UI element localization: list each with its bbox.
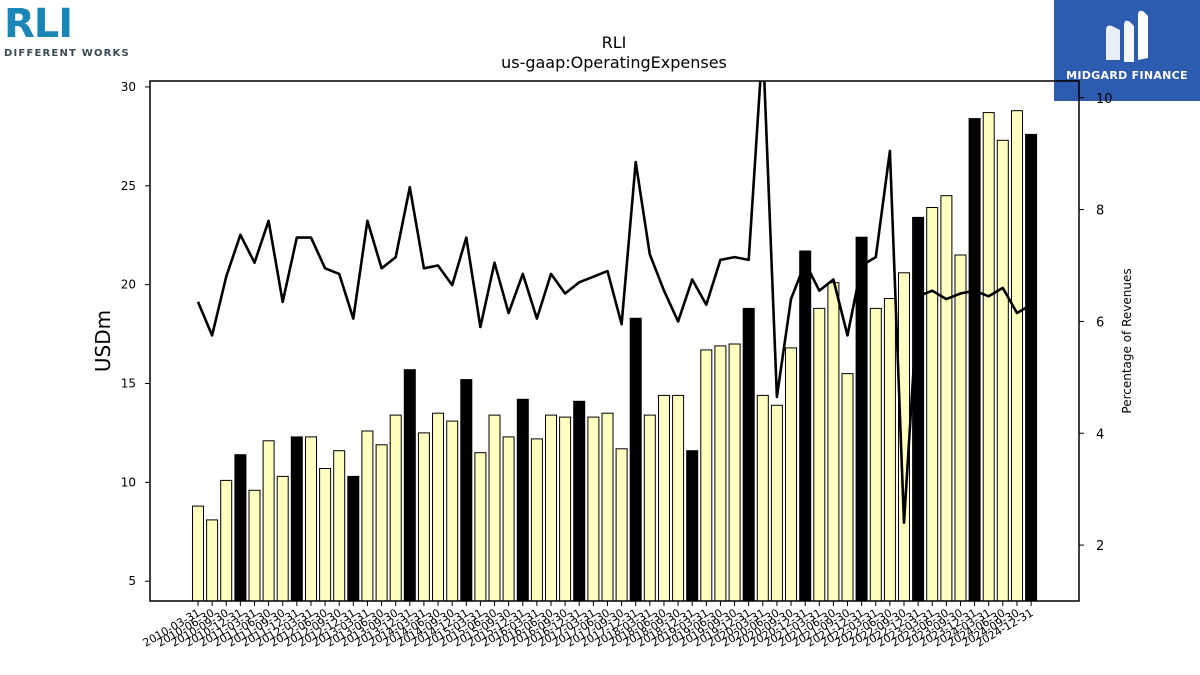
bar: [262, 440, 275, 602]
chart-title: RLI: [602, 33, 627, 52]
bar: [347, 475, 360, 602]
bar: [530, 438, 543, 602]
bar: [460, 379, 473, 602]
bar: [700, 349, 713, 602]
bar: [827, 282, 840, 602]
bar: [361, 430, 374, 602]
bar: [926, 207, 939, 602]
bar: [686, 450, 699, 602]
bar: [855, 236, 868, 602]
bar: [206, 519, 219, 602]
bar: [601, 412, 614, 602]
bar: [714, 345, 727, 602]
bar: [248, 489, 261, 602]
bar: [432, 412, 444, 602]
y2-tick-label: 10: [1096, 92, 1113, 107]
bar: [573, 400, 586, 602]
y-tick-label: 5: [128, 574, 136, 588]
bar: [220, 479, 233, 602]
bar: [1011, 110, 1023, 602]
bar: [982, 112, 995, 602]
bar: [389, 414, 402, 602]
bar: [516, 398, 529, 602]
y-tick-label: 20: [121, 278, 136, 292]
bar: [276, 475, 289, 602]
y2-tick-label: 8: [1096, 204, 1104, 219]
bar: [954, 254, 967, 602]
x-axis-ticks: 2010-03-312010-06-302010-09-302010-12-31…: [141, 601, 1036, 650]
bar: [290, 436, 303, 602]
y2-tick-label: 4: [1096, 427, 1104, 442]
bar: [940, 195, 953, 602]
bar: [841, 373, 854, 602]
bar: [488, 414, 501, 602]
bar: [474, 452, 487, 602]
percentage-of-revenues-line: [196, 81, 1032, 525]
bar: [912, 216, 925, 602]
rli-logo-mark: RLI: [4, 1, 73, 47]
bar: [629, 317, 642, 602]
bar: [996, 139, 1009, 602]
bar: [968, 118, 981, 602]
bar: [742, 307, 755, 602]
bar: [545, 414, 557, 602]
bar: [756, 394, 769, 602]
bar: [502, 436, 515, 602]
rli-logo-tagline: DIFFERENT WORKS: [4, 48, 130, 59]
left-axis-ticks: 5 10 15 20 25 30: [121, 80, 150, 588]
bar: [446, 420, 459, 602]
bar: [305, 436, 317, 602]
bar: [319, 468, 332, 602]
bar: [813, 307, 826, 602]
bar: [587, 416, 600, 602]
line-series: [196, 81, 1032, 525]
bar: [234, 454, 247, 602]
y-axis-label: USDm: [91, 310, 115, 372]
y-tick-label: 25: [121, 179, 136, 193]
bar: [785, 347, 797, 602]
y-tick-label: 10: [121, 475, 136, 489]
midgard-logo-icon: [1106, 10, 1148, 63]
bar: [417, 432, 430, 602]
bar: [672, 394, 685, 602]
right-axis-ticks: 2 4 6 8 10: [1079, 92, 1113, 554]
bar: [643, 414, 656, 602]
y2-axis-label: Percentage of Revenues: [1120, 268, 1134, 413]
rli-logo: RLI DIFFERENT WORKS: [4, 4, 144, 64]
bar: [770, 404, 783, 602]
bar: [728, 343, 741, 602]
bar: [658, 394, 670, 602]
bar: [403, 369, 416, 602]
bar-series: [192, 110, 1038, 602]
chart-subtitle: us-gaap:OperatingExpenses: [501, 53, 727, 72]
bar: [869, 307, 882, 602]
bar: [799, 250, 812, 602]
bar: [1025, 133, 1038, 602]
y-tick-label: 15: [121, 377, 136, 391]
y2-tick-label: 2: [1096, 539, 1104, 554]
bar: [375, 444, 388, 602]
bar: [883, 298, 896, 602]
bar: [192, 505, 204, 602]
bar: [559, 416, 572, 602]
y2-tick-label: 6: [1096, 315, 1104, 330]
y-tick-label: 30: [121, 80, 136, 94]
bar: [615, 448, 628, 602]
midgard-logo-text: MIDGARD FINANCE: [1066, 69, 1188, 82]
plot-frame: [149, 80, 1080, 602]
bar: [333, 450, 346, 602]
